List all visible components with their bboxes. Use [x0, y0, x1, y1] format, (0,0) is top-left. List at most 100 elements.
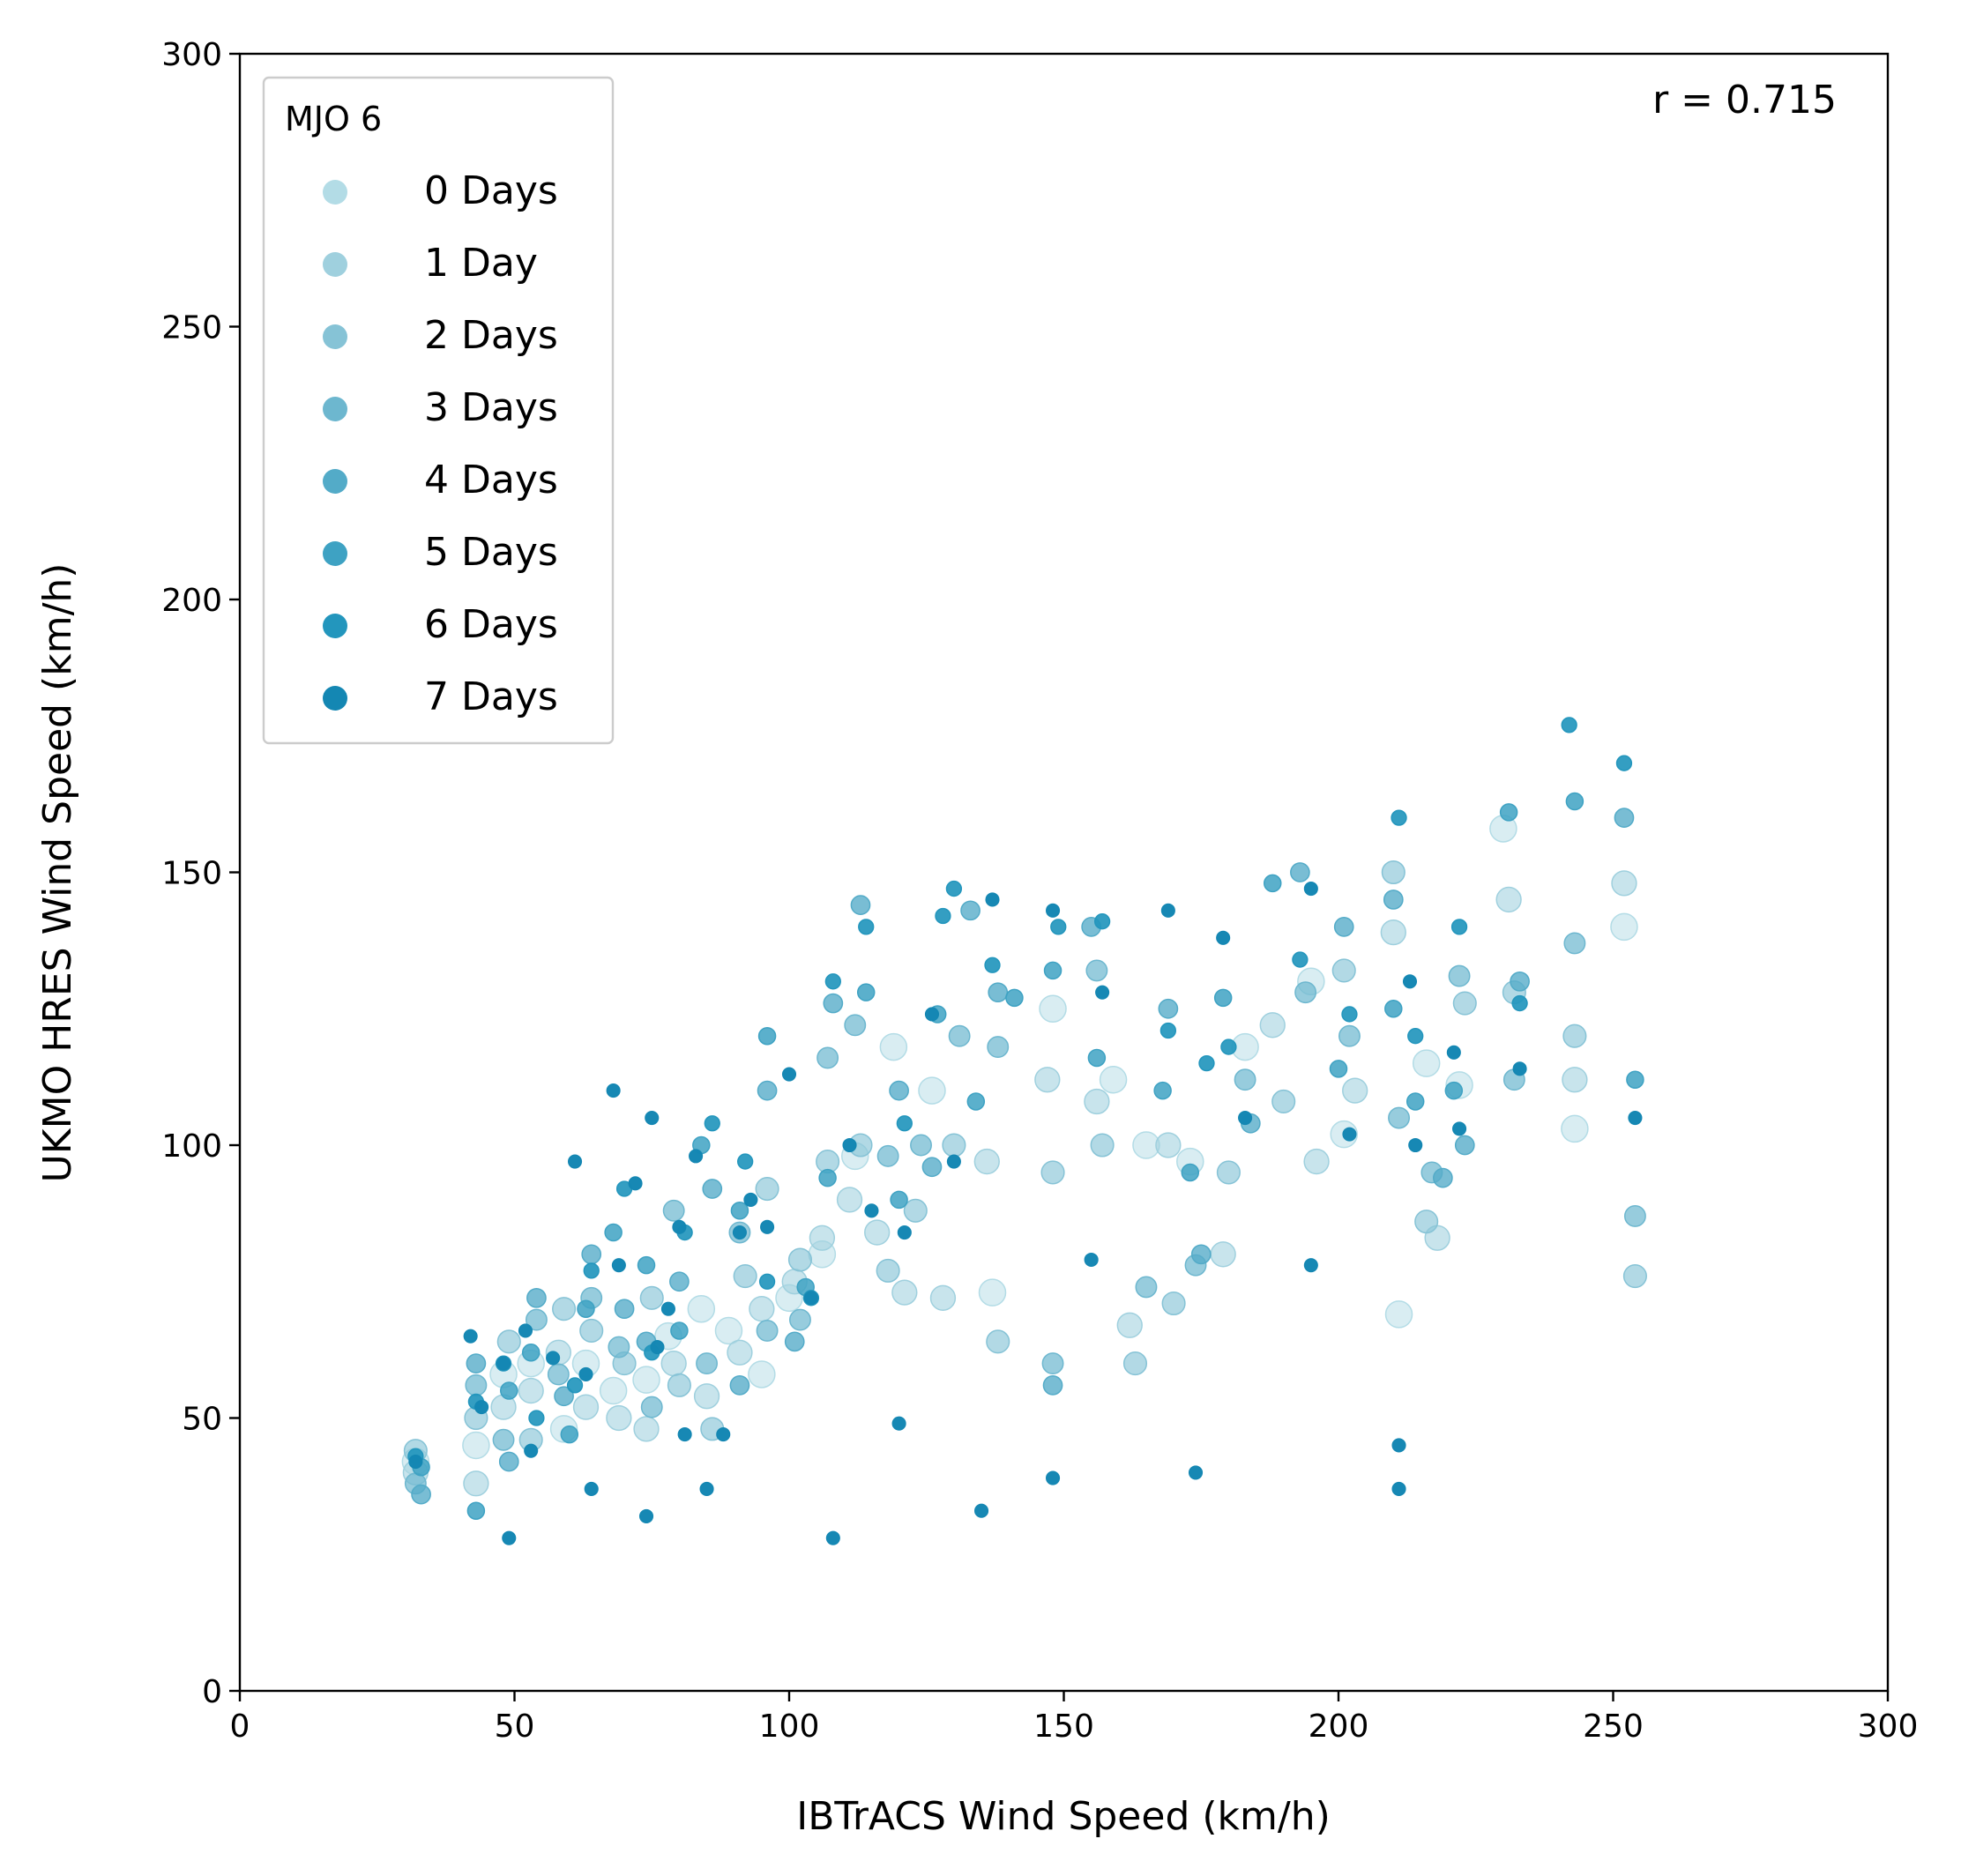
- scatter-point: [803, 1291, 818, 1306]
- scatter-point: [733, 1264, 757, 1289]
- scatter-point: [1614, 808, 1635, 828]
- scatter-point: [748, 1360, 776, 1388]
- scatter-point: [496, 1356, 511, 1371]
- scatter-point: [876, 1258, 900, 1283]
- scatter-point: [547, 1363, 570, 1386]
- legend-marker: [323, 469, 347, 494]
- scatter-point: [825, 1530, 840, 1545]
- legend-label: 3 Days: [424, 385, 558, 430]
- scatter-point: [1099, 1065, 1128, 1094]
- scatter-point: [1412, 1049, 1441, 1077]
- scatter-point: [1190, 1244, 1212, 1265]
- scatter-point: [978, 1278, 1007, 1306]
- scatter-point: [500, 1381, 518, 1400]
- scatter-point: [606, 1083, 621, 1098]
- scatter-point: [581, 1244, 602, 1265]
- scatter-point: [1158, 998, 1179, 1019]
- scatter-point: [891, 1416, 906, 1431]
- scatter-point: [566, 1377, 584, 1394]
- scatter-point: [716, 1427, 731, 1442]
- data-points-layer: [401, 717, 1647, 1545]
- scatter-point: [918, 1076, 946, 1105]
- scatter-point: [670, 1321, 689, 1340]
- scatter-point: [1181, 1163, 1200, 1182]
- scatter-point: [823, 993, 844, 1014]
- scatter-point: [1391, 1481, 1406, 1497]
- scatter-point: [579, 1318, 604, 1344]
- scatter-point: [677, 1427, 692, 1442]
- scatter-point: [816, 1046, 839, 1069]
- scatter-point: [749, 1296, 775, 1322]
- scatter-point: [756, 1320, 779, 1342]
- scatter-point: [757, 1080, 778, 1101]
- scatter-point: [584, 1481, 599, 1497]
- scatter-point: [1161, 1291, 1186, 1316]
- scatter-point: [1093, 913, 1111, 930]
- legend-entries: 0 Days 1 Day 2 Days 3 Days 4 Days 5 Days 6 Day…: [323, 168, 558, 719]
- scatter-point: [1626, 1070, 1644, 1089]
- scatter-point: [1303, 1148, 1330, 1175]
- scatter-point: [1329, 1060, 1348, 1078]
- scatter-point: [637, 1255, 656, 1275]
- scatter-point: [727, 1339, 753, 1366]
- scatter-point: [463, 1470, 489, 1497]
- y-tick-label: 0: [202, 1674, 222, 1710]
- scatter-point: [974, 1503, 989, 1518]
- scatter-point: [526, 1287, 547, 1308]
- scatter-point: [1622, 1264, 1647, 1289]
- y-tick-label: 150: [161, 856, 222, 892]
- scatter-point: [986, 1329, 1010, 1354]
- scatter-point: [787, 1247, 813, 1272]
- scatter-point: [1384, 1300, 1413, 1329]
- scatter-point: [1159, 1022, 1177, 1039]
- scatter-point: [660, 1301, 675, 1316]
- scatter-point: [704, 1115, 720, 1132]
- scatter-point: [1135, 1276, 1158, 1299]
- scatter-point: [633, 1416, 660, 1442]
- scatter-point: [518, 1377, 544, 1404]
- scatter-point: [1448, 964, 1471, 987]
- scatter-point: [1042, 1375, 1063, 1396]
- scatter-point: [781, 1067, 797, 1082]
- scatter-point: [1561, 717, 1577, 733]
- scatter-point: [669, 1271, 690, 1292]
- x-tick-label: 150: [1033, 1708, 1094, 1745]
- scatter-point: [667, 1373, 691, 1397]
- scatter-point: [966, 1092, 986, 1111]
- scatter-point: [910, 1134, 932, 1157]
- legend-marker: [323, 252, 347, 277]
- y-tick-label: 200: [161, 583, 222, 619]
- scatter-point: [1041, 1352, 1064, 1375]
- legend-marker: [323, 541, 347, 566]
- x-tick-label: 250: [1583, 1708, 1644, 1745]
- scatter-point: [1408, 1137, 1423, 1153]
- scatter-point: [552, 1297, 577, 1321]
- scatter-point: [858, 919, 875, 935]
- scatter-point: [988, 982, 1009, 1003]
- scatter-point: [942, 1133, 966, 1158]
- scatter-point: [546, 1351, 561, 1366]
- scatter-point: [466, 1353, 487, 1374]
- scatter-point: [758, 1273, 776, 1290]
- scatter-point: [1160, 903, 1175, 918]
- scatter-point: [984, 957, 1001, 973]
- scatter-point: [1433, 1167, 1453, 1188]
- scatter-point: [521, 1343, 541, 1362]
- scatter-point: [502, 1530, 517, 1545]
- scatter-point: [1303, 1258, 1318, 1273]
- scatter-point: [844, 1014, 867, 1037]
- scatter-point: [856, 983, 876, 1001]
- scatter-point: [1338, 1024, 1361, 1047]
- scatter-point: [1213, 988, 1233, 1008]
- scatter-point: [645, 1111, 660, 1126]
- legend-marker: [323, 324, 347, 349]
- scatter-point: [1495, 886, 1522, 913]
- scatter-point: [1499, 803, 1518, 822]
- scatter-point: [1342, 1127, 1357, 1142]
- scatter-point: [1615, 755, 1633, 771]
- scatter-point: [1084, 1088, 1110, 1115]
- scatter-point: [672, 1219, 687, 1234]
- scatter-point: [730, 1202, 749, 1220]
- scatter-point: [1292, 951, 1309, 968]
